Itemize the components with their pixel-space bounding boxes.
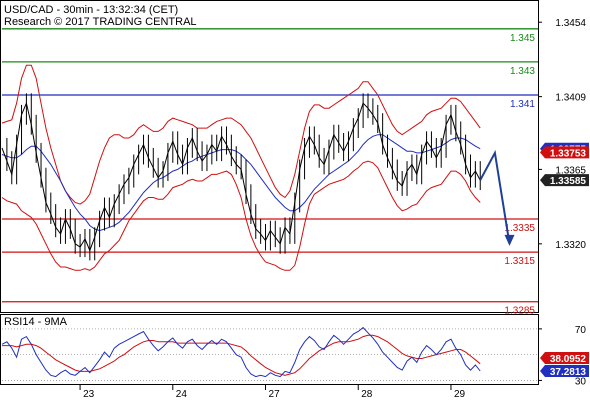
bollinger-upper-line <box>1 64 481 205</box>
xtick-label-1: 24 <box>176 389 188 400</box>
price-badge-1: 1.33753 <box>540 146 589 159</box>
svg-text:37.2813: 37.2813 <box>550 367 587 378</box>
price-levels: 1.345 1.343 1.341 1.3335 1.3315 1.3285 <box>2 28 538 317</box>
rsi-panel-frame <box>0 314 539 385</box>
price-series <box>1 64 515 271</box>
xtick-label-3: 28 <box>361 389 373 400</box>
price-ytick-label-1: 1.3409 <box>555 93 586 104</box>
price-ytick-label-0: 1.3454 <box>555 18 586 29</box>
bollinger-lower-line <box>1 160 481 271</box>
svg-text:1.33585: 1.33585 <box>550 176 587 187</box>
rsi-series <box>1 326 481 378</box>
forecast-path <box>479 149 511 244</box>
rsi-line <box>1 326 481 378</box>
price-line <box>1 101 481 252</box>
axis-layer: 1.3454 1.3409 1.3365 1.3320 70 30 23 24 27 28 29 <box>79 18 587 400</box>
moving-average-line <box>1 134 481 232</box>
svg-text:38.0952: 38.0952 <box>550 354 587 365</box>
rsi-levels <box>2 328 538 381</box>
price-ytick-label-2: 1.3365 <box>555 165 586 176</box>
level-label-4: 1.3315 <box>504 256 535 267</box>
level-label-5: 1.3285 <box>504 306 535 317</box>
level-label-1: 1.343 <box>510 66 535 77</box>
rsi-ma-line <box>2 334 481 376</box>
price-badge-2: 1.33585 <box>540 174 589 187</box>
rsi-badge-0: 38.0952 <box>540 352 589 365</box>
forecast-arrowhead <box>504 234 515 246</box>
xtick-label-4: 29 <box>454 389 466 400</box>
price-panel-frame <box>0 0 539 313</box>
xtick-label-0: 23 <box>83 389 95 400</box>
rsi-panel-title: RSI14 - 9MA <box>4 316 68 328</box>
xtick-label-2: 27 <box>269 389 281 400</box>
svg-text:1.33753: 1.33753 <box>550 148 587 159</box>
rsi-badge-1: 37.2813 <box>540 365 589 378</box>
rsi-ytick-label-1: 30 <box>575 376 587 387</box>
level-label-2: 1.341 <box>510 99 535 110</box>
chart-copyright: Research © 2017 TRADING CENTRAL <box>4 16 197 28</box>
price-ytick-label-3: 1.3320 <box>555 240 586 251</box>
level-label-0: 1.345 <box>510 33 535 44</box>
chart-title: USD/CAD - 30min - 13:32:34 (CET) <box>4 4 178 16</box>
rsi-ytick-label-0: 70 <box>575 325 587 336</box>
level-label-3: 1.3335 <box>504 223 535 234</box>
